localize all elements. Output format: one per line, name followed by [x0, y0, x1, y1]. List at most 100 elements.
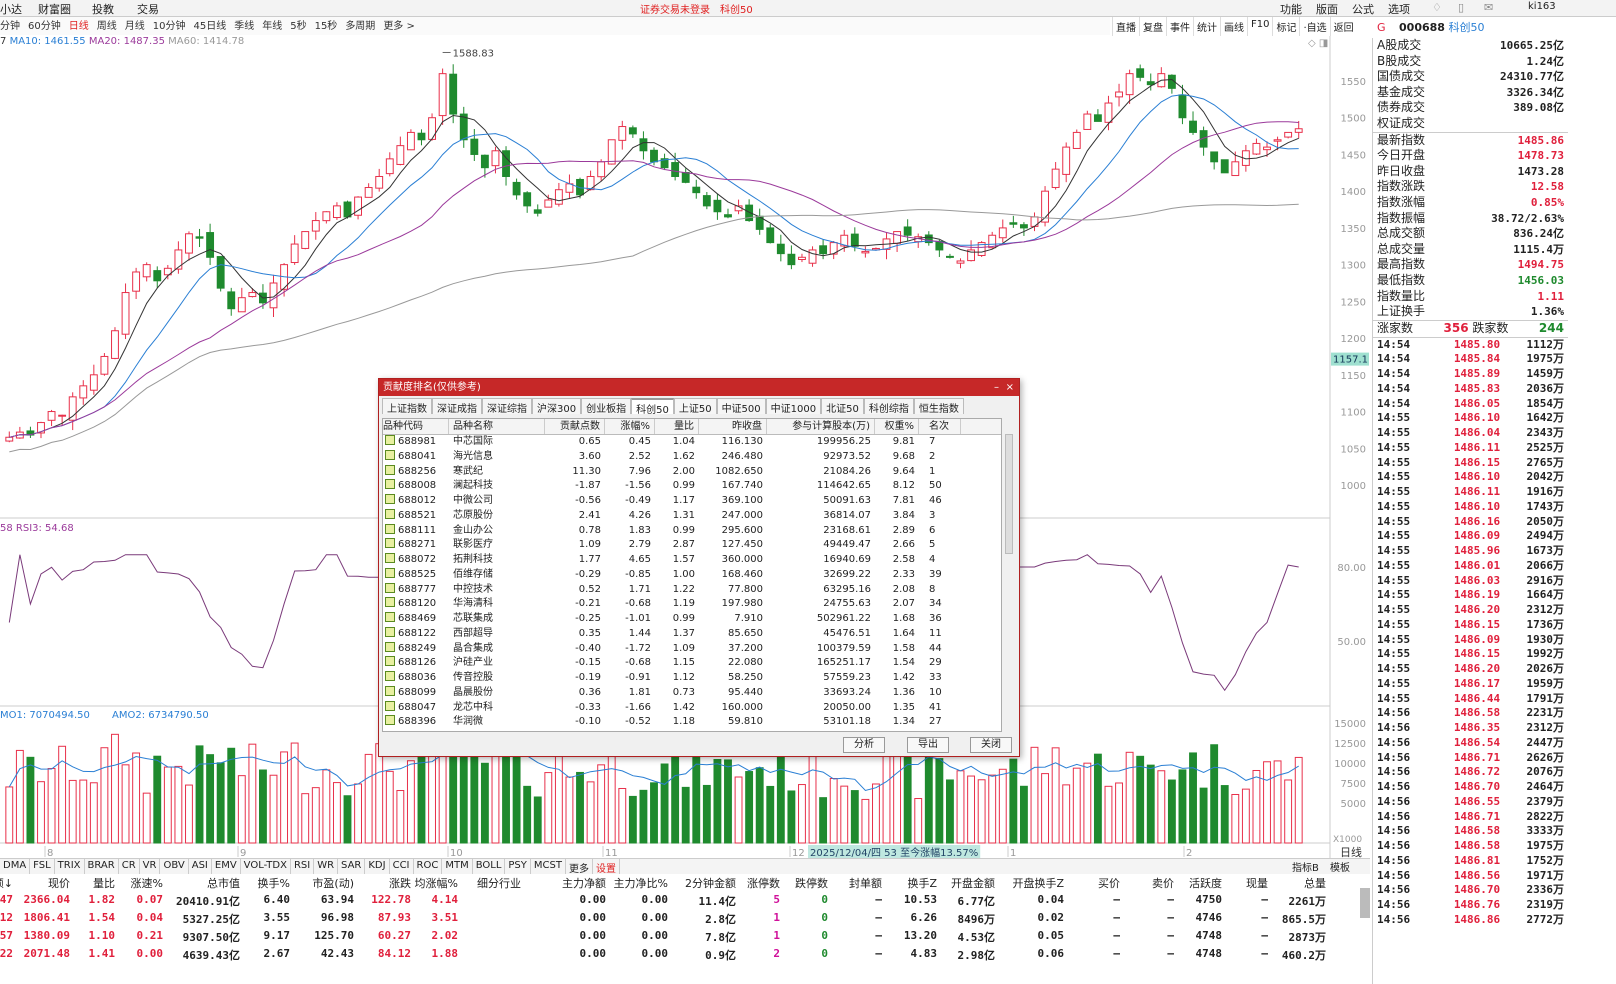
menu-xiaoda[interactable]: 小达	[0, 3, 22, 16]
table-row[interactable]: 688120 华海清科 -0.21 -0.68 1.19 197.980 24755.63 2…	[383, 597, 1001, 612]
column-header-4[interactable]: 量比	[655, 419, 699, 434]
table-row[interactable]: 688469 芯联集成 -0.25 -1.01 0.99 7.910 502961.22 1.…	[383, 612, 1001, 627]
quote-col-header-0[interactable]: 额↓	[0, 877, 13, 890]
quote-col-header-10[interactable]: 主力净额	[562, 877, 606, 890]
tab-8[interactable]: 中证1000	[765, 398, 822, 415]
analyze-button[interactable]: 分析	[843, 737, 885, 753]
tab-2[interactable]: 深证综指	[482, 398, 532, 415]
table-row[interactable]: 688126 沪硅产业 -0.15 -0.68 1.15 22.080 165251.17 1…	[383, 656, 1001, 671]
toolbar-button-8[interactable]: 返回	[1329, 17, 1357, 36]
minimize-icon[interactable]: –	[994, 382, 999, 393]
quote-col-header-19[interactable]: 买价	[1098, 877, 1120, 890]
quote-col-header-14[interactable]: 跌停数	[795, 877, 828, 890]
quote-col-header-22[interactable]: 现量	[1246, 877, 1268, 890]
quote-col-header-17[interactable]: 开盘金额	[951, 877, 995, 890]
kline-chart[interactable]: 1550150014501400135013001250120011501100…	[0, 36, 1372, 858]
menu-formula[interactable]: 公式	[1352, 3, 1374, 16]
column-header-8[interactable]: 名次	[919, 419, 961, 434]
table-row[interactable]: 688047 龙芯中科 -0.33 -1.66 1.42 160.000 20050.00 1…	[383, 700, 1001, 716]
indicator-tab-设置[interactable]: 设置	[593, 859, 620, 875]
period-9[interactable]: 5秒	[290, 21, 307, 32]
table-row[interactable]: 688521 芯原股份 2.41 4.26 1.31 247.000 36814.07 3.8…	[383, 508, 1001, 524]
login-status[interactable]: 证券交易未登录	[640, 5, 710, 16]
period-4[interactable]: 月线	[124, 21, 145, 32]
indicator-tab-vr[interactable]: VR	[140, 859, 161, 874]
toolbar-button-3[interactable]: 统计	[1193, 17, 1220, 36]
indicator-tab-更多[interactable]: 更多	[566, 859, 593, 875]
table-row[interactable]: 688122 西部超导 0.35 1.44 1.37 85.650 45476.51 1.64…	[383, 626, 1001, 642]
tab-1[interactable]: 深证成指	[432, 398, 482, 415]
indicator-tab-boll[interactable]: BOLL	[473, 859, 506, 874]
table-row[interactable]: 688041 海光信息 3.60 2.52 1.62 246.480 92973.52 9.6…	[383, 449, 1001, 465]
export-button[interactable]: 导出	[907, 737, 949, 753]
tab-5[interactable]: 科创50	[631, 398, 674, 416]
column-header-3[interactable]: 涨幅%	[605, 419, 655, 434]
quote-col-header-11[interactable]: 主力净比%	[613, 877, 668, 890]
period-0[interactable]: 分钟	[0, 21, 20, 32]
table-row[interactable]: 688271 联影医疗 1.09 2.79 2.87 127.450 49449.47 2.6…	[383, 538, 1001, 553]
indicator-tab-sar[interactable]: SAR	[338, 859, 366, 874]
toolbar-button-7[interactable]: ·自选	[1299, 17, 1329, 36]
column-header-6[interactable]: 参与计算股本(万)	[767, 419, 875, 434]
indicator-tab-mcst[interactable]: MCST	[531, 859, 566, 874]
indicator-tab-dma[interactable]: DMA	[0, 859, 31, 874]
period-6[interactable]: 45日线	[193, 21, 227, 32]
table-row[interactable]: 688256 寒武纪 11.30 7.96 2.00 1082.650 21084.26 9.…	[383, 464, 1001, 480]
indicator-tab-fsl[interactable]: FSL	[30, 859, 55, 874]
column-header-0[interactable]: 品种代码	[383, 419, 449, 434]
tick-list[interactable]: 14:54 1485.80 1112万 14:54 1485.84 1975万 14:54 1…	[1373, 338, 1568, 928]
table-row[interactable]: 688099 晶晨股份 0.36 1.81 0.73 95.440 33693.24 1.36…	[383, 685, 1001, 701]
quote-col-header-21[interactable]: 活跃度	[1189, 877, 1222, 890]
indicator-tab-mtm[interactable]: MTM	[442, 859, 473, 874]
toolbar-button-0[interactable]: 直播	[1112, 17, 1139, 36]
table-row[interactable]: 688072 拓荆科技 1.77 4.65 1.57 360.000 16940.69 2.5…	[383, 553, 1001, 568]
quote-col-header-7[interactable]: 涨跌	[389, 877, 411, 890]
menu-wealth-circle[interactable]: 财富圈	[38, 3, 71, 16]
menu-function[interactable]: 功能	[1280, 3, 1302, 16]
toolbar-button-2[interactable]: 事件	[1166, 17, 1193, 36]
toolbar-button-6[interactable]: 标记	[1272, 17, 1299, 36]
menu-options[interactable]: 选项	[1388, 3, 1410, 16]
quote-col-header-13[interactable]: 涨停数	[747, 877, 780, 890]
quote-col-header-2[interactable]: 量比	[93, 877, 115, 890]
indicator-tab-wr[interactable]: WR	[314, 859, 339, 874]
quote-col-header-9[interactable]: 细分行业	[477, 877, 521, 890]
quote-col-header-1[interactable]: 现价	[48, 877, 70, 890]
tab-4[interactable]: 创业板指	[581, 398, 632, 415]
indicator-tab-kdj[interactable]: KDJ	[365, 859, 390, 874]
period-8[interactable]: 年线	[262, 21, 283, 32]
column-header-7[interactable]: 权重%	[875, 419, 919, 434]
tab-6[interactable]: 上证50	[673, 398, 717, 415]
indicator-tab-rsi[interactable]: RSI	[291, 859, 315, 874]
indicator-tab-cr[interactable]: CR	[119, 859, 140, 874]
indicator-tab-psy[interactable]: PSY	[505, 859, 531, 874]
table-row[interactable]: 688396 华润微 -0.10 -0.52 1.18 59.810 53101.18 1.3…	[383, 715, 1001, 730]
table-row[interactable]: 688525 佰维存储 -0.29 -0.85 1.00 168.460 32699.22 2…	[383, 567, 1001, 583]
indicator-tab-emv[interactable]: EMV	[212, 859, 241, 874]
quote-col-header-20[interactable]: 卖价	[1152, 877, 1174, 890]
quote-col-header-12[interactable]: 2分钟金额	[685, 877, 736, 890]
username[interactable]: ki163	[1528, 1, 1556, 12]
table-scrollbar[interactable]	[1005, 434, 1013, 554]
menu-trade[interactable]: 交易	[137, 3, 159, 16]
table-row[interactable]: 688012 中微公司 -0.56 -0.49 1.17 369.100 50091.63 7…	[383, 494, 1001, 509]
quote-col-header-16[interactable]: 换手Z	[907, 877, 937, 890]
toolbar-button-5[interactable]: F10	[1247, 17, 1272, 36]
quote-col-header-15[interactable]: 封单额	[849, 877, 882, 890]
menu-education[interactable]: 投教	[92, 3, 114, 16]
column-header-1[interactable]: 品种名称	[449, 419, 545, 434]
tab-0[interactable]: 上证指数	[382, 398, 432, 415]
quote-table-scrollbar[interactable]	[1360, 888, 1370, 918]
indicator-tab-vol-tdx[interactable]: VOL-TDX	[241, 859, 291, 874]
diamond-icon[interactable]: ◇ ◨	[1308, 38, 1329, 49]
tab-10[interactable]: 科创综指	[863, 398, 914, 415]
column-header-2[interactable]: 贡献点数	[545, 419, 605, 434]
indicator-tab-brar[interactable]: BRAR	[85, 859, 119, 874]
quote-col-header-4[interactable]: 总市值	[207, 877, 240, 890]
tab-11[interactable]: 恒生指数	[913, 398, 964, 415]
table-row[interactable]: 688249 晶合集成 -0.40 -1.72 1.09 37.200 100379.59 1…	[383, 641, 1001, 657]
tab-9[interactable]: 北证50	[821, 398, 864, 415]
table-row[interactable]: 688981 中芯国际 0.65 0.45 1.04 116.130 199956.25 9.…	[383, 435, 1001, 450]
menu-layout[interactable]: 版面	[1316, 3, 1338, 16]
toolbar-button-1[interactable]: 复盘	[1139, 17, 1166, 36]
